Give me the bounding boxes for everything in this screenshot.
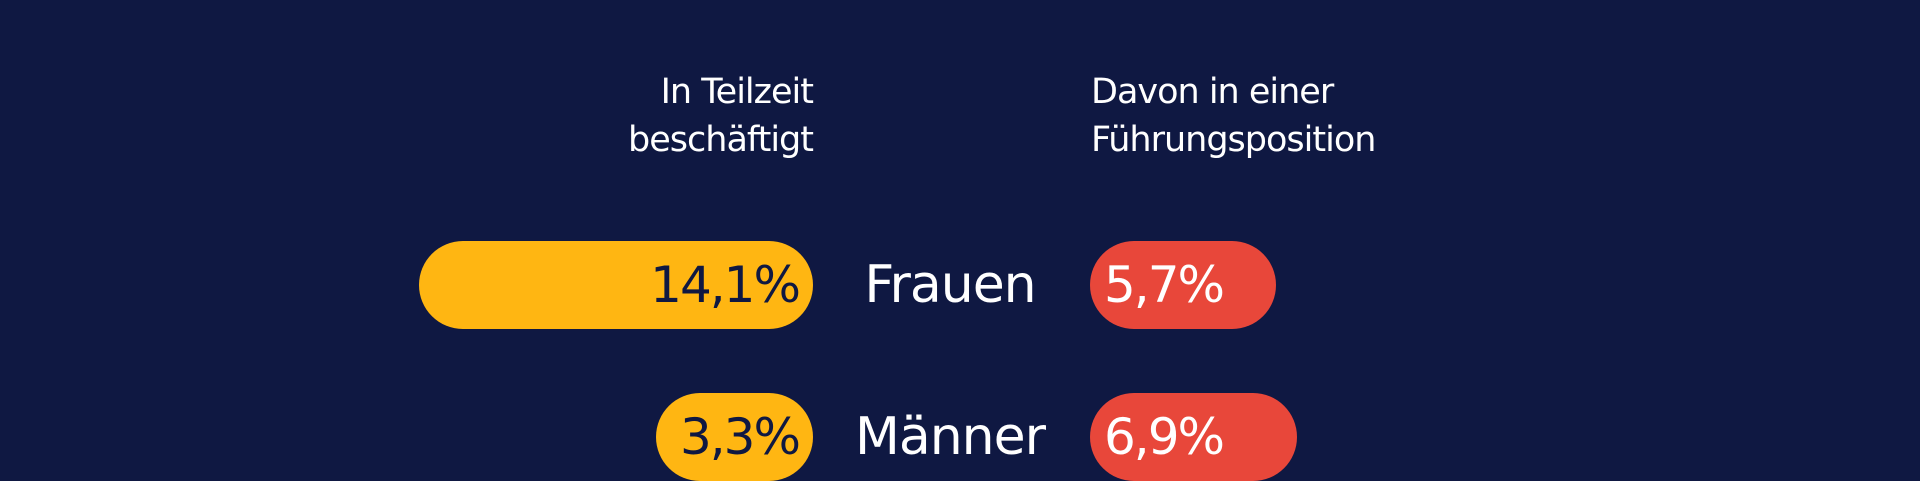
- bar: 6,9%: [1090, 393, 1297, 481]
- bar: 5,7%: [1090, 241, 1276, 329]
- bar: 14,1%: [418, 241, 813, 329]
- category-label: Männer: [854, 407, 1046, 467]
- category-label: Frauen: [864, 255, 1036, 315]
- value-label: 3,3%: [679, 408, 801, 466]
- value-label: 6,9%: [1104, 408, 1225, 466]
- series-header: Davon in einer Führungsposition: [1091, 72, 1376, 160]
- value-label: 14,1%: [650, 256, 801, 314]
- value-label: 5,7%: [1104, 256, 1225, 314]
- bar: 3,3%: [656, 393, 813, 481]
- series-header: In Teilzeit beschäftigt: [628, 72, 814, 160]
